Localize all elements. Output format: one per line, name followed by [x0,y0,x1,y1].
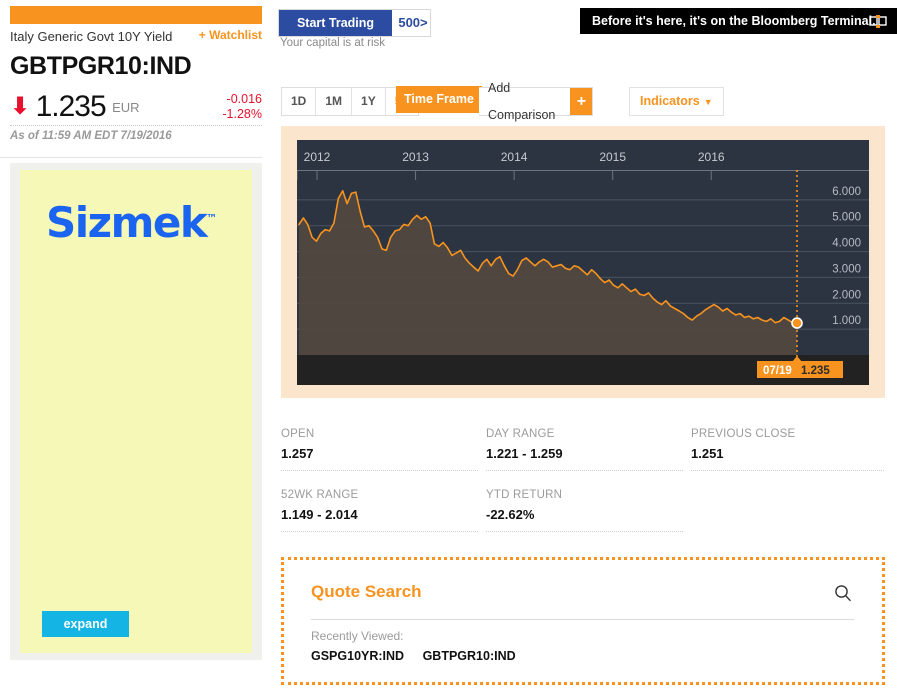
recent-item-1[interactable]: GSPG10YR:IND [311,649,405,663]
quote-search-divider [311,619,854,620]
chevron-down-icon: ▼ [703,97,713,107]
ad-creative[interactable]: Sizmek™ expand [20,170,252,653]
svg-text:2012: 2012 [304,150,331,164]
svg-text:6.000: 6.000 [832,186,861,198]
stat-label: PREVIOUS CLOSE [691,428,796,440]
last-price: 1.235 [35,90,107,123]
svg-text:3.000: 3.000 [832,263,861,275]
ticker-symbol: GBTPGR10:IND [10,52,192,80]
divider-dotted [10,125,262,126]
chart-plot-area[interactable]: 2012 2013 2014 2015 2016 6.000 5.000 4.000 3.000… [297,140,869,385]
svg-text:4.000: 4.000 [832,238,861,250]
stat-empty [691,489,884,532]
bloomberg-terminal-banner[interactable]: Before it's here, it's on the Bloomberg … [580,8,897,34]
recently-viewed-list: GSPG10YR:IND GBTPGR10:IND [311,649,531,663]
range-button-1m[interactable]: 1M [315,88,351,115]
stat-value: 1.149 - 2.014 [281,507,358,522]
as-of-timestamp: As of 11:59 AM EDT 7/19/2016 [10,130,172,142]
quote-header: + Watchlist Italy Generic Govt 10Y Yield… [10,28,262,130]
svg-text:2013: 2013 [402,150,429,164]
stat-label: 52WK RANGE [281,489,359,501]
indicators-label: Indicators [640,94,700,108]
recently-viewed-label: Recently Viewed: [311,629,404,643]
stats-row-2: 52WK RANGE 1.149 - 2.014 YTD RETURN -22.… [281,489,885,550]
broker-logo[interactable]: 500> [398,15,428,30]
svg-text:5.000: 5.000 [832,212,861,224]
banner-text: Before it's here, it's on the Bloomberg … [592,14,876,28]
price-change: -0.016 -1.28% [222,92,262,122]
quote-search-body: Quote Search Recently Viewed: GSPG10YR:I… [292,568,874,674]
stat-previous-close: PREVIOUS CLOSE 1.251 [691,428,884,471]
add-comparison-plus-button[interactable]: + [570,88,593,115]
accent-bar [10,6,262,24]
quote-search-title: Quote Search [311,582,422,601]
svg-text:2.000: 2.000 [832,289,861,301]
time-frame-tooltip: Time Frame [396,86,482,113]
stat-value: 1.221 - 1.259 [486,446,563,461]
advertisement-panel[interactable]: Sizmek™ expand [10,163,262,660]
svg-text:2016: 2016 [698,150,725,164]
range-button-1d[interactable]: 1D [291,94,307,108]
stat-label: DAY RANGE [486,428,555,440]
terminal-icon [869,13,887,39]
svg-text:1.235: 1.235 [801,365,830,377]
recent-item-2[interactable]: GBTPGR10:IND [422,649,516,663]
chart-container: 2012 2013 2014 2015 2016 6.000 5.000 4.000 3.000… [281,126,885,398]
start-trading-button[interactable]: Start Trading [279,10,392,36]
stats-row-1: OPEN 1.257 DAY RANGE 1.221 - 1.259 PREVI… [281,428,885,489]
currency-label: EUR [112,99,140,115]
price-row: ⬇ 1.235 EUR -0.016 -1.28% [10,90,262,130]
change-absolute: -0.016 [226,92,262,106]
svg-text:1.000: 1.000 [832,315,861,327]
security-name: Italy Generic Govt 10Y Yield [10,29,173,44]
left-column: + Watchlist Italy Generic Govt 10Y Yield… [0,0,262,689]
svg-text:2014: 2014 [501,150,528,164]
stat-value: 1.251 [691,446,724,461]
key-statistics: OPEN 1.257 DAY RANGE 1.221 - 1.259 PREVI… [281,428,885,550]
add-watchlist-link[interactable]: + Watchlist [198,28,262,42]
stat-value: -22.62% [486,507,535,522]
stat-label: OPEN [281,428,315,440]
divider-rule [0,157,262,158]
indicators-dropdown[interactable]: Indicators ▼ [629,87,724,116]
add-comparison-label: Add Comparison [488,80,556,122]
ad-brand-text: Sizmek [46,198,208,247]
stat-day-range: DAY RANGE 1.221 - 1.259 [486,428,683,471]
range-button-1y[interactable]: 1Y [351,88,385,115]
ad-expand-button[interactable]: expand [42,611,129,637]
quote-search-panel: Quote Search Recently Viewed: GSPG10YR:I… [281,557,885,685]
trademark-symbol: ™ [206,212,218,225]
stat-open: OPEN 1.257 [281,428,478,471]
stat-52wk-range: 52WK RANGE 1.149 - 2.014 [281,489,478,532]
svg-text:2015: 2015 [599,150,626,164]
ad-brand-logo: Sizmek™ [46,198,217,247]
stat-value: 1.257 [281,446,314,461]
start-trading-widget[interactable]: Start Trading 500> [278,9,431,37]
search-icon[interactable] [834,584,852,607]
svg-text:07/19: 07/19 [763,365,792,377]
stat-label: YTD RETURN [486,489,563,501]
add-comparison-control[interactable]: Add Comparison + [479,81,594,122]
risk-disclaimer: Your capital is at risk [280,37,386,49]
price-chart: 2012 2013 2014 2015 2016 6.000 5.000 4.000 3.000… [297,140,869,385]
change-percent: -1.28% [222,107,262,121]
arrow-down-icon: ⬇ [10,93,31,120]
stat-ytd-return: YTD RETURN -22.62% [486,489,683,532]
